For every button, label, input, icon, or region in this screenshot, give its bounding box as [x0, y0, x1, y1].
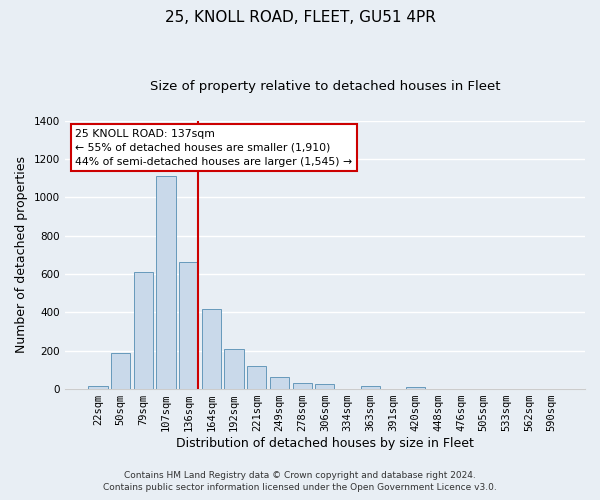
Bar — [179, 262, 199, 389]
Title: Size of property relative to detached houses in Fleet: Size of property relative to detached ho… — [149, 80, 500, 93]
Bar — [315, 384, 334, 389]
Bar — [224, 349, 244, 389]
Bar — [202, 308, 221, 389]
Text: Contains HM Land Registry data © Crown copyright and database right 2024.
Contai: Contains HM Land Registry data © Crown c… — [103, 471, 497, 492]
Bar — [406, 387, 425, 389]
Bar — [270, 376, 289, 389]
Text: 25 KNOLL ROAD: 137sqm
← 55% of detached houses are smaller (1,910)
44% of semi-d: 25 KNOLL ROAD: 137sqm ← 55% of detached … — [75, 128, 352, 166]
Bar — [361, 386, 380, 389]
Bar — [88, 386, 107, 389]
X-axis label: Distribution of detached houses by size in Fleet: Distribution of detached houses by size … — [176, 437, 474, 450]
Bar — [134, 272, 153, 389]
Text: 25, KNOLL ROAD, FLEET, GU51 4PR: 25, KNOLL ROAD, FLEET, GU51 4PR — [164, 10, 436, 25]
Y-axis label: Number of detached properties: Number of detached properties — [15, 156, 28, 354]
Bar — [157, 176, 176, 389]
Bar — [247, 366, 266, 389]
Bar — [293, 384, 312, 389]
Bar — [111, 352, 130, 389]
